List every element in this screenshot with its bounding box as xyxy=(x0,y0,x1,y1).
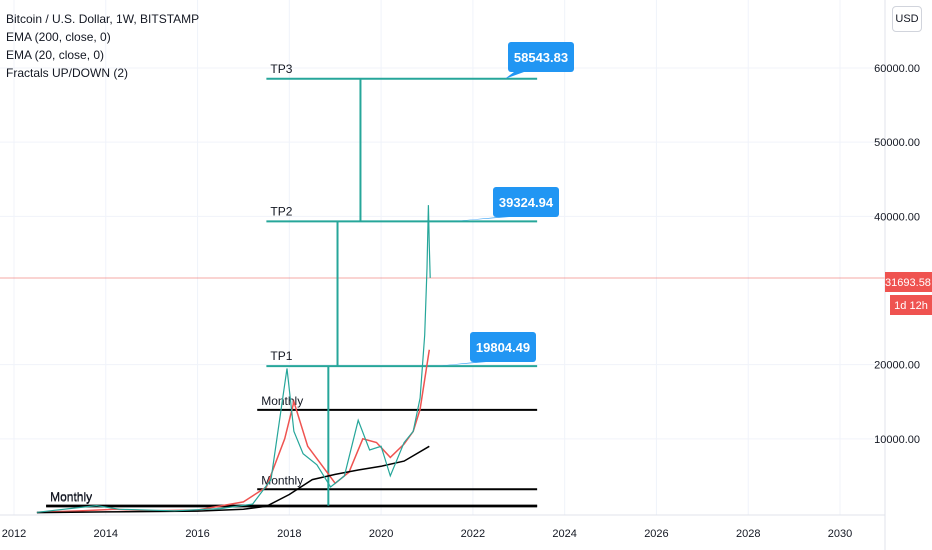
callout-box[interactable] xyxy=(508,42,574,72)
chart-legend: Bitcoin / U.S. Dollar, 1W, BITSTAMP EMA … xyxy=(6,10,199,82)
target-label: TP3 xyxy=(270,62,292,76)
time-tick-label: 2016 xyxy=(185,528,209,540)
target-callouts: 19804.49 39324.94 58543.83 xyxy=(436,42,574,367)
time-tick-label: 2028 xyxy=(736,528,760,540)
price-tick-label: 50000.00 xyxy=(874,137,920,149)
callout-value: 19804.49 xyxy=(476,340,530,355)
callout-value: 39324.94 xyxy=(499,195,554,210)
time-tick-label: 2030 xyxy=(828,528,852,540)
symbol-title[interactable]: Bitcoin / U.S. Dollar, 1W, BITSTAMP xyxy=(6,12,200,26)
indicator-fractals[interactable]: Fractals UP/DOWN (2) xyxy=(6,66,129,80)
countdown-value: 1d 12h xyxy=(894,300,928,312)
price-axis-ticks: 10000.00 20000.00 40000.00 50000.00 60000.00 xyxy=(874,63,920,446)
series-line[interactable] xyxy=(36,349,431,514)
time-tick-label: 2026 xyxy=(644,528,668,540)
currency-button[interactable]: USD xyxy=(892,6,922,32)
price-tick-label: 40000.00 xyxy=(874,211,920,223)
current-price-tag: 31693.58 1d 12h xyxy=(885,272,932,315)
callout-pointer xyxy=(436,362,486,367)
time-axis-ticks[interactable]: 2012 2014 2016 2018 2020 2022 2024 2026 2028 2030 xyxy=(2,528,852,540)
target-label: TP1 xyxy=(270,349,292,363)
current-price-value: 31693.58 xyxy=(885,277,931,289)
indicator-ema-20[interactable]: EMA (20, close, 0) xyxy=(6,48,105,62)
callout-pointer xyxy=(452,217,509,222)
time-tick-label: 2022 xyxy=(461,528,485,540)
callout-value: 58543.83 xyxy=(514,50,568,65)
grid-lines xyxy=(0,0,885,515)
chart-series xyxy=(36,205,431,514)
time-tick-label: 2018 xyxy=(277,528,301,540)
time-tick-label: 2012 xyxy=(2,528,26,540)
series-line[interactable] xyxy=(36,205,431,513)
monthly-level-label: Monthly xyxy=(50,490,92,504)
time-tick-label: 2014 xyxy=(94,528,118,540)
target-connectors xyxy=(327,78,362,506)
price-tick-label: 10000.00 xyxy=(874,434,920,446)
time-tick-label: 2020 xyxy=(369,528,393,540)
series-line[interactable] xyxy=(36,445,430,514)
target-levels: TP1 TP2 TP3 xyxy=(266,62,538,368)
callout-box[interactable] xyxy=(470,332,536,362)
target-label: TP2 xyxy=(270,204,292,218)
callout-box[interactable] xyxy=(493,187,559,217)
monthly-level-label: Monthly xyxy=(50,490,92,504)
indicator-ema-200[interactable]: EMA (200, close, 0) xyxy=(6,30,111,44)
price-tick-label: 60000.00 xyxy=(874,63,920,75)
callout-pointer xyxy=(505,72,524,79)
price-tick-label: 20000.00 xyxy=(874,360,920,372)
time-tick-label: 2024 xyxy=(552,528,576,540)
